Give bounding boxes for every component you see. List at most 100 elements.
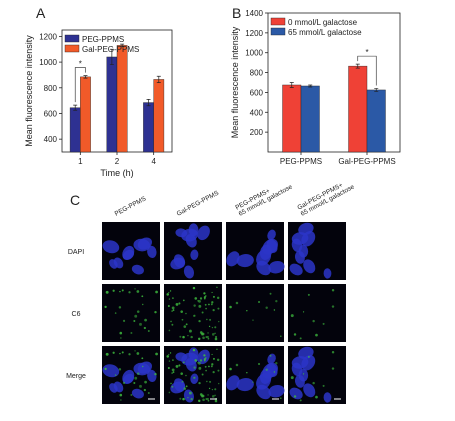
bar xyxy=(348,65,368,153)
error-bar xyxy=(308,84,313,88)
green-signal xyxy=(217,307,220,310)
green-signal xyxy=(212,370,215,374)
nucleus xyxy=(267,229,276,241)
row-label: DAPI xyxy=(68,249,84,256)
green-signal xyxy=(293,333,297,336)
green-signal xyxy=(206,380,208,383)
green-signal xyxy=(273,309,276,311)
green-signal xyxy=(112,351,115,354)
column-header: Gal-PEG-PPMS+65 mmol/L galactose xyxy=(296,177,356,218)
nucleus xyxy=(173,254,186,268)
green-signal xyxy=(167,305,170,308)
bar xyxy=(106,56,118,153)
green-signal xyxy=(312,319,315,323)
green-signal xyxy=(182,397,185,401)
error-bar xyxy=(355,63,360,69)
green-signal xyxy=(322,384,325,387)
green-signal xyxy=(252,381,254,383)
green-signal xyxy=(307,355,310,358)
green-signal xyxy=(181,318,184,321)
green-signal xyxy=(331,288,335,292)
green-signal xyxy=(257,362,261,366)
green-signal xyxy=(207,394,209,396)
green-signal xyxy=(257,300,261,304)
nucleus xyxy=(294,250,305,264)
green-signal xyxy=(315,333,318,337)
green-signal xyxy=(269,354,272,357)
green-signal xyxy=(105,290,109,294)
nucleus xyxy=(291,362,303,377)
green-signal xyxy=(190,335,193,339)
column-header: PEG-PPMS+65 mmol/L galactose xyxy=(234,177,294,218)
green-signal xyxy=(199,393,203,396)
green-signal xyxy=(208,387,211,390)
nucleus xyxy=(188,347,199,361)
green-signal xyxy=(171,323,174,326)
nucleus xyxy=(226,251,240,267)
y-tick-label: 1400 xyxy=(245,9,263,18)
micrograph xyxy=(226,284,284,342)
green-signal xyxy=(134,288,136,290)
x-axis-label: Time (h) xyxy=(100,168,133,178)
green-signal xyxy=(211,333,215,336)
nucleus xyxy=(289,263,303,276)
green-signal xyxy=(187,334,189,337)
green-signal xyxy=(211,291,213,294)
x-tick-label: 4 xyxy=(151,157,156,166)
green-signal xyxy=(172,359,174,361)
green-signal xyxy=(208,365,210,368)
green-signal xyxy=(201,373,204,376)
green-signal xyxy=(217,369,220,372)
y-tick-label: 1000 xyxy=(245,49,263,58)
green-signal xyxy=(180,372,183,375)
green-signal xyxy=(201,311,204,314)
green-signal xyxy=(166,355,169,358)
green-signal xyxy=(235,301,239,305)
green-signal xyxy=(136,290,140,293)
green-signal xyxy=(170,382,172,385)
green-signal xyxy=(190,397,193,401)
green-signal xyxy=(265,368,268,372)
green-signal xyxy=(193,377,195,379)
green-signal xyxy=(171,368,175,372)
green-signal xyxy=(128,353,131,356)
green-signal xyxy=(214,332,216,335)
green-signal xyxy=(322,322,325,325)
green-signal xyxy=(194,359,198,362)
legend-swatch xyxy=(64,34,80,43)
green-signal xyxy=(143,326,146,330)
y-tick-label: 800 xyxy=(250,69,264,78)
green-signal xyxy=(203,354,206,357)
green-signal xyxy=(168,391,171,394)
green-signal xyxy=(209,318,212,321)
green-signal xyxy=(201,394,205,398)
error-bar xyxy=(146,98,151,107)
nucleus xyxy=(323,392,332,403)
green-signal xyxy=(192,286,196,290)
nucleus xyxy=(291,238,303,253)
green-signal xyxy=(136,352,140,355)
green-signal xyxy=(133,381,136,384)
green-signal xyxy=(167,367,170,370)
green-signal xyxy=(172,309,175,312)
bar xyxy=(116,45,128,153)
green-signal xyxy=(209,380,212,383)
green-signal xyxy=(216,358,220,362)
nucleus xyxy=(190,249,199,261)
green-signal xyxy=(185,385,188,388)
green-signal xyxy=(197,299,200,302)
green-signal xyxy=(136,310,140,313)
green-signal xyxy=(280,335,282,337)
nucleus xyxy=(147,245,157,259)
panel-label: A xyxy=(36,5,46,21)
nucleus xyxy=(303,383,316,398)
significance-label: * xyxy=(365,48,368,57)
green-signal xyxy=(201,332,205,336)
green-signal xyxy=(211,353,213,356)
green-signal xyxy=(205,397,208,401)
green-signal xyxy=(141,365,144,368)
plot-frame xyxy=(267,12,401,153)
green-signal xyxy=(290,314,294,318)
green-signal xyxy=(114,374,117,376)
